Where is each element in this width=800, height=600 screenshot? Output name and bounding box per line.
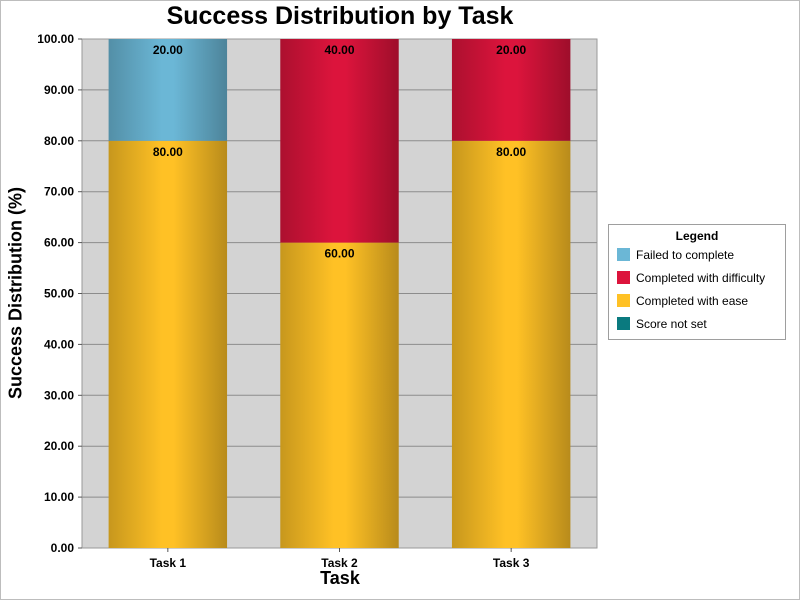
legend-item-failed: Failed to complete <box>609 243 785 266</box>
y-tick-label: 0.00 <box>51 541 75 555</box>
legend-title: Legend <box>675 229 719 243</box>
chart-title: Success Distribution by Task <box>166 2 514 30</box>
y-tick-label: 70.00 <box>44 185 74 199</box>
bar-segment <box>451 140 571 549</box>
data-label: 40.00 <box>324 43 354 57</box>
x-tick-label: Task 1 <box>150 556 187 570</box>
bar-segment <box>108 39 228 141</box>
data-labels: 80.00 20.00 60.00 40.00 80.00 20.00 <box>153 43 527 261</box>
legend-item-difficulty: Completed with difficulty <box>609 266 785 289</box>
x-axis-ticks: Task 1 Task 2 Task 3 <box>150 548 530 570</box>
x-tick-label: Task 3 <box>493 556 530 570</box>
legend-label: Completed with ease <box>636 293 749 308</box>
bar-segment <box>451 39 571 141</box>
y-tick-label: 50.00 <box>44 287 74 301</box>
x-tick-label: Task 2 <box>321 556 358 570</box>
data-label: 80.00 <box>496 145 526 159</box>
y-tick-label: 100.00 <box>37 32 74 46</box>
legend-swatch <box>617 248 630 261</box>
legend-item-ease: Completed with ease <box>609 289 785 312</box>
legend: Legend Failed to complete Completed with… <box>608 224 786 340</box>
y-axis-ticks: 0.00 10.00 20.00 30.00 40.00 50.00 60.00 70.00 8… <box>37 32 82 555</box>
legend-label: Completed with difficulty <box>636 270 766 285</box>
data-label: 20.00 <box>496 43 526 57</box>
y-tick-label: 60.00 <box>44 236 74 250</box>
legend-label: Score not set <box>636 316 707 331</box>
bars <box>108 39 571 549</box>
y-tick-label: 20.00 <box>44 439 74 453</box>
y-tick-label: 10.00 <box>44 490 74 504</box>
legend-swatch <box>617 294 630 307</box>
legend-label: Failed to complete <box>636 247 735 262</box>
legend-swatch <box>617 271 630 284</box>
data-label: 20.00 <box>153 43 183 57</box>
legend-swatch <box>617 317 630 330</box>
y-axis-title: Success Distribution (%) <box>5 186 26 400</box>
legend-item-not-set: Score not set <box>609 312 785 335</box>
y-tick-label: 80.00 <box>44 134 74 148</box>
y-tick-label: 30.00 <box>44 388 74 402</box>
x-axis-title: Task <box>320 568 360 588</box>
bar-segment <box>280 39 399 243</box>
data-label: 80.00 <box>153 145 183 159</box>
bar-segment <box>280 242 399 548</box>
y-tick-label: 90.00 <box>44 83 74 97</box>
y-tick-label: 40.00 <box>44 337 74 351</box>
bar-segment <box>108 140 228 549</box>
data-label: 60.00 <box>324 247 354 261</box>
